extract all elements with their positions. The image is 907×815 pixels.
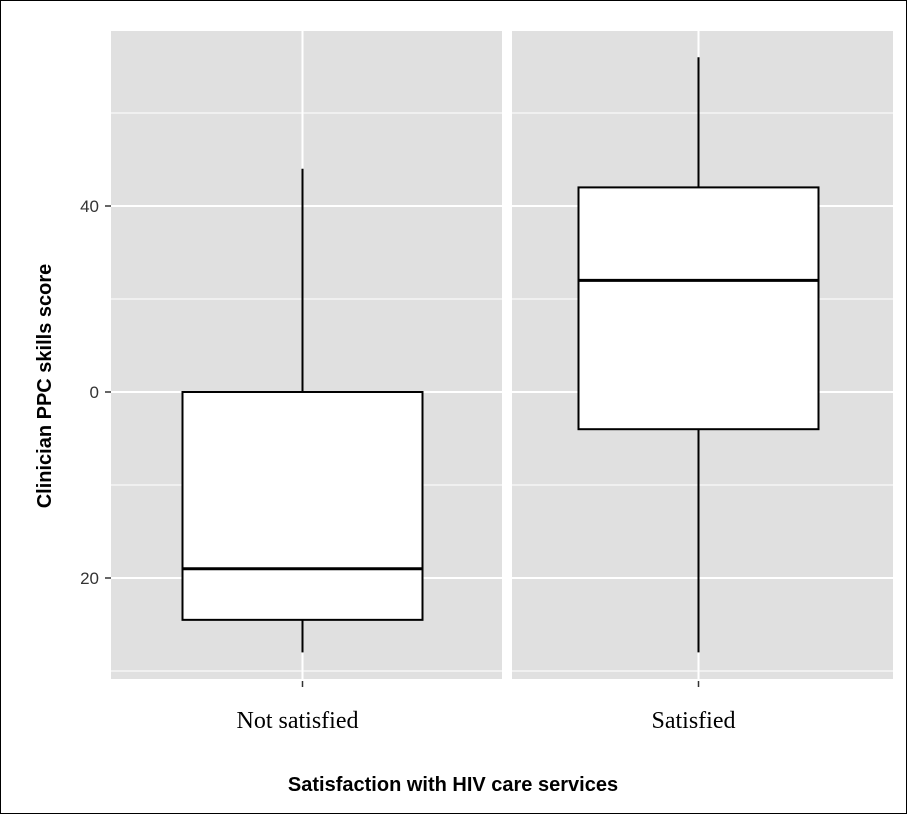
y-tick-label: 0 <box>90 383 99 402</box>
box-series <box>181 57 820 653</box>
box-1 <box>181 168 424 653</box>
box-2 <box>577 57 820 653</box>
x-tick-label: Satisfied <box>652 708 736 734</box>
x-axis-title: Satisfaction with HIV care services <box>288 774 618 796</box>
interquartile-box <box>577 186 820 431</box>
y-tick-label: 20 <box>80 569 99 588</box>
x-tick-label: Not satisfied <box>237 708 359 734</box>
x-axis-ticks: Not satisfied Satisfied <box>237 681 736 734</box>
y-axis-ticks: 40 0 20 <box>80 197 111 588</box>
interquartile-box <box>181 391 424 621</box>
y-tick-label: 40 <box>80 197 99 216</box>
y-axis-title: Clinician PPC skills score <box>34 264 56 509</box>
